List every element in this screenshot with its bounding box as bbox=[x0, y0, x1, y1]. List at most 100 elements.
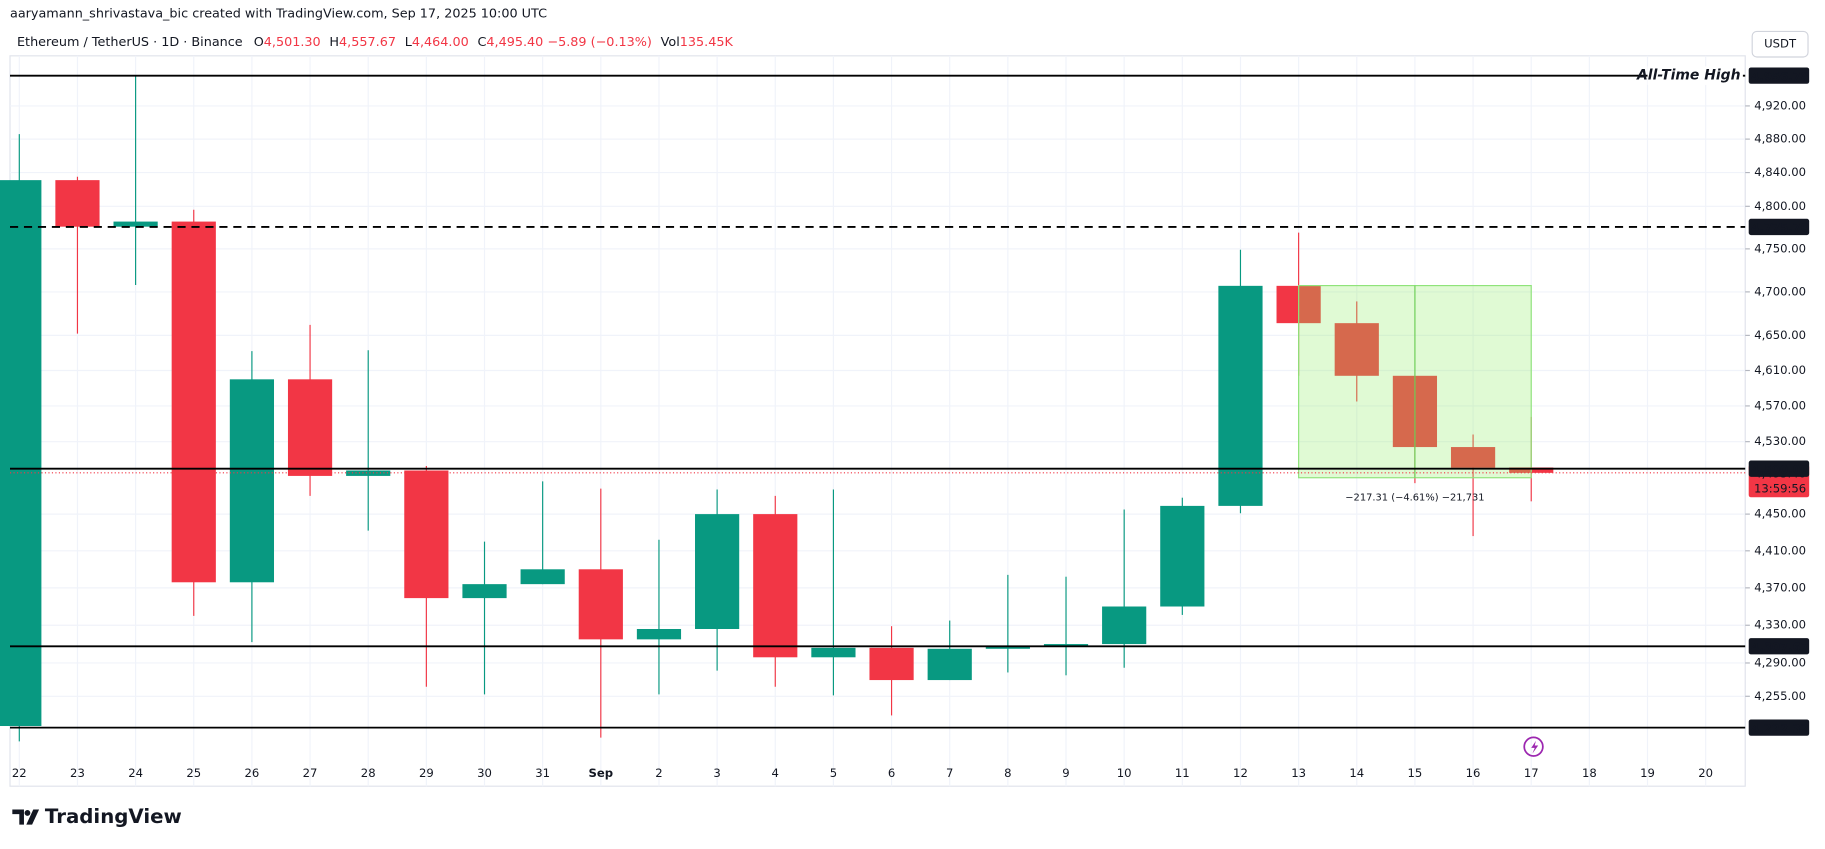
level-label: 4,307.67 bbox=[1751, 640, 1808, 654]
legend-value: 135.45K bbox=[680, 34, 734, 49]
x-tick-label: 27 bbox=[303, 766, 318, 780]
y-tick-label: 4,750.00 bbox=[1754, 241, 1806, 255]
legend-key: L bbox=[405, 34, 413, 49]
legend: Ethereum / TetherUS · 1D · Binance O4,50… bbox=[17, 34, 734, 49]
y-tick-label: 4,570.00 bbox=[1754, 398, 1806, 412]
currency-button[interactable] bbox=[1751, 30, 1809, 58]
y-tick-label: 4,650.00 bbox=[1754, 328, 1806, 342]
x-tick-label: 22 bbox=[12, 766, 27, 780]
x-tick-label: 3 bbox=[713, 766, 720, 780]
y-tick-label: 4,610.00 bbox=[1754, 363, 1806, 377]
level-text-bg bbox=[1647, 66, 1743, 85]
y-tick-label: 4,800.00 bbox=[1754, 199, 1806, 213]
candle-body bbox=[927, 648, 972, 681]
y-tick-label: 4,410.00 bbox=[1754, 543, 1806, 557]
candle-body bbox=[578, 569, 623, 640]
candle-body bbox=[0, 180, 42, 727]
candle-body bbox=[1334, 323, 1379, 376]
x-tick-label: 20 bbox=[1698, 766, 1713, 780]
candle-body bbox=[55, 180, 100, 227]
credit: aaryamann_shrivastava_bic created with T… bbox=[10, 6, 547, 21]
x-tick-label: 8 bbox=[1004, 766, 1011, 780]
x-tick-label: 18 bbox=[1582, 766, 1597, 780]
legend-value: 4,464.00 bbox=[412, 34, 469, 49]
candle-body bbox=[404, 470, 449, 599]
y-tick-label: 4,370.00 bbox=[1754, 580, 1806, 594]
level-box bbox=[1748, 218, 1810, 236]
symbol: Ethereum / TetherUS · 1D · Binance bbox=[17, 34, 243, 49]
y-tick-label: 4,700.00 bbox=[1754, 284, 1806, 298]
candle-body bbox=[346, 470, 391, 476]
candle-body bbox=[287, 379, 333, 476]
x-tick-label: 25 bbox=[186, 766, 201, 780]
level-label: 4,222.32 bbox=[1751, 721, 1808, 735]
x-tick-label: 9 bbox=[1062, 766, 1069, 780]
level-text: All-Time High bbox=[1636, 68, 1741, 84]
level-box bbox=[1748, 67, 1810, 84]
y-tick-label: 4,840.00 bbox=[1754, 165, 1806, 179]
candle-body bbox=[985, 646, 1030, 649]
level-label: 4,500.00 bbox=[1751, 462, 1808, 476]
event-bolt bbox=[1531, 740, 1539, 754]
x-tick-label: 4 bbox=[772, 766, 779, 780]
x-tick-label: 30 bbox=[477, 766, 492, 780]
x-tick-label: 11 bbox=[1175, 766, 1190, 780]
logo: TradingView bbox=[12, 805, 182, 828]
currency-label[interactable]: USDT bbox=[1764, 37, 1797, 51]
legend-key: Vol bbox=[661, 34, 680, 49]
legend-key: O bbox=[254, 34, 264, 49]
y-tick-label: 4,530.00 bbox=[1754, 434, 1806, 448]
candle-body bbox=[695, 514, 740, 630]
candle-body bbox=[636, 629, 682, 640]
candle-body bbox=[520, 569, 565, 585]
candle-body bbox=[811, 647, 856, 658]
x-tick-label: 29 bbox=[419, 766, 434, 780]
y-tick-label: 4,255.00 bbox=[1754, 689, 1806, 703]
level-label: 4,956.78 bbox=[1751, 69, 1808, 83]
x-tick-label: 5 bbox=[830, 766, 837, 780]
x-tick-label: 16 bbox=[1466, 766, 1481, 780]
x-tick-label: 10 bbox=[1117, 766, 1132, 780]
x-tick-label: 7 bbox=[946, 766, 953, 780]
legend-value: 4,495.40 −5.89 (−0.13%) bbox=[486, 34, 651, 49]
y-tick-label: 4,330.00 bbox=[1754, 618, 1806, 632]
x-tick-label: 6 bbox=[888, 766, 895, 780]
candle-body bbox=[753, 514, 798, 658]
candle-body bbox=[113, 221, 158, 227]
candle-body bbox=[1450, 447, 1496, 468]
x-tick-label: 17 bbox=[1524, 766, 1539, 780]
x-tick-label: Sep bbox=[589, 766, 614, 780]
candle-body bbox=[229, 379, 275, 583]
x-tick-label: 28 bbox=[361, 766, 376, 780]
candle-body bbox=[1102, 606, 1147, 645]
x-tick-label: 31 bbox=[535, 766, 550, 780]
x-tick-label: 12 bbox=[1233, 766, 1248, 780]
level-box bbox=[1748, 638, 1810, 655]
y-tick-label: 4,450.00 bbox=[1754, 507, 1806, 521]
candle-body bbox=[1160, 505, 1205, 607]
logo-text: TradingView bbox=[45, 805, 182, 828]
legend-value: 4,501.30 bbox=[264, 34, 321, 49]
legend-key: C bbox=[477, 34, 486, 49]
candle-body bbox=[462, 584, 507, 599]
event-icon[interactable] bbox=[1523, 736, 1544, 757]
x-tick-label: 2 bbox=[655, 766, 662, 780]
x-tick-label: 26 bbox=[245, 766, 260, 780]
legend-key: H bbox=[329, 34, 339, 49]
x-tick-label: 15 bbox=[1408, 766, 1423, 780]
candle-body bbox=[171, 221, 216, 583]
candle-body bbox=[869, 647, 914, 681]
x-tick-label: 19 bbox=[1640, 766, 1655, 780]
legend-value: 4,557.67 bbox=[339, 34, 396, 49]
countdown: 13:59:56 bbox=[1754, 482, 1806, 496]
x-tick-label: 24 bbox=[128, 766, 143, 780]
x-tick-label: 14 bbox=[1349, 766, 1364, 780]
y-tick-label: 4,920.00 bbox=[1754, 98, 1806, 112]
y-tick-label: 4,880.00 bbox=[1754, 132, 1806, 146]
level-label: 4,775.70 bbox=[1751, 221, 1808, 235]
level-box bbox=[1748, 460, 1810, 477]
x-tick-label: 23 bbox=[70, 766, 85, 780]
